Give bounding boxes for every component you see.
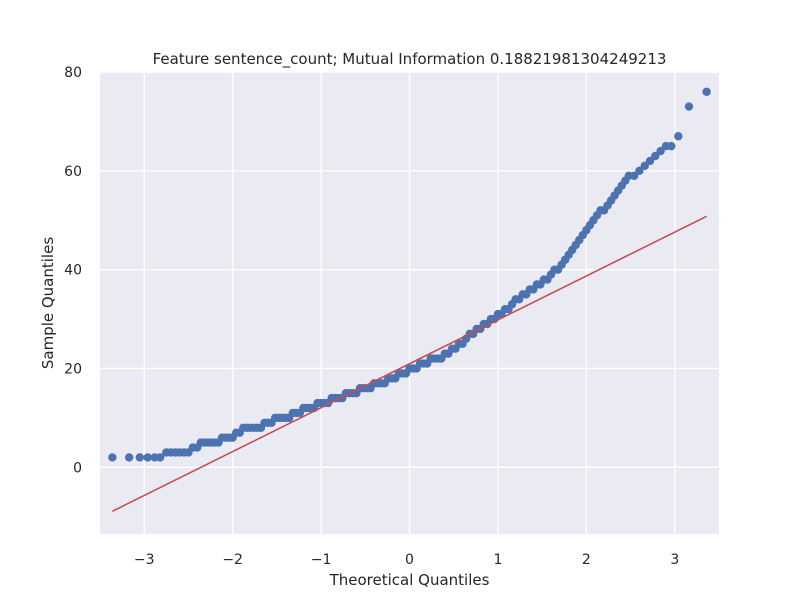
data-point — [108, 453, 117, 462]
y-tick-label: 0 — [73, 460, 82, 476]
x-tick-label: −2 — [222, 552, 243, 568]
x-axis-label: Theoretical Quantiles — [329, 571, 490, 589]
x-tick-label: 0 — [405, 552, 414, 568]
y-tick-label: 80 — [64, 65, 82, 81]
y-tick-label: 60 — [64, 164, 82, 180]
x-tick-label: −1 — [311, 552, 332, 568]
data-point — [135, 453, 144, 462]
y-tick-label: 20 — [64, 361, 82, 377]
data-point — [124, 453, 134, 462]
fit-line — [112, 215, 707, 512]
data-point — [667, 141, 676, 151]
x-tick-label: −3 — [134, 552, 155, 568]
chart-title: Feature sentence_count; Mutual Informati… — [153, 50, 667, 69]
data-point — [635, 166, 644, 176]
x-tick-label: 2 — [582, 552, 591, 568]
data-point — [640, 161, 649, 171]
data-point — [674, 132, 683, 141]
y-axis-label: Sample Quantiles — [39, 237, 57, 369]
x-tick-label: 3 — [670, 552, 679, 568]
data-point — [702, 87, 711, 96]
data-point — [629, 171, 639, 180]
data-point — [155, 453, 165, 462]
data-point — [143, 453, 152, 462]
data-point — [651, 151, 660, 161]
data-point — [645, 156, 655, 166]
x-axis-ticks: −3 −2 −1 0 1 2 3 — [134, 552, 679, 568]
y-axis-ticks: 0 20 40 60 80 — [64, 65, 82, 476]
fit-line-group — [112, 215, 707, 512]
grid-lines — [100, 71, 719, 534]
data-point — [656, 146, 665, 156]
data-point — [684, 102, 694, 111]
x-tick-label: 1 — [493, 552, 502, 568]
y-tick-label: 40 — [64, 263, 82, 279]
data-points — [108, 87, 711, 462]
